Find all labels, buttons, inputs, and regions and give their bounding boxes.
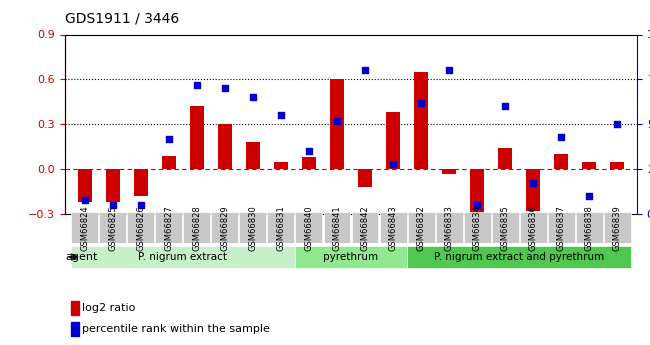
Point — [556, 134, 567, 139]
Text: GDS1911 / 3446: GDS1911 / 3446 — [65, 12, 179, 26]
FancyBboxPatch shape — [324, 212, 350, 243]
Bar — [470, 169, 484, 221]
FancyBboxPatch shape — [352, 212, 378, 243]
Point — [164, 136, 174, 141]
Text: GSM66834: GSM66834 — [473, 205, 482, 250]
Text: log2 ratio: log2 ratio — [82, 303, 136, 313]
FancyBboxPatch shape — [239, 212, 266, 243]
FancyBboxPatch shape — [71, 212, 98, 243]
FancyBboxPatch shape — [408, 212, 435, 243]
FancyBboxPatch shape — [211, 212, 239, 243]
Text: GSM66838: GSM66838 — [585, 205, 594, 250]
Bar — [77, 169, 92, 202]
Text: GSM66842: GSM66842 — [361, 205, 369, 250]
Text: pyrethrum: pyrethrum — [324, 252, 378, 262]
Bar — [386, 112, 400, 169]
Point — [528, 181, 538, 186]
Point — [220, 86, 230, 91]
FancyBboxPatch shape — [183, 212, 210, 243]
FancyBboxPatch shape — [492, 212, 519, 243]
FancyBboxPatch shape — [99, 212, 126, 243]
Text: GSM66839: GSM66839 — [613, 205, 622, 250]
Bar — [414, 72, 428, 169]
Text: GSM66827: GSM66827 — [164, 205, 174, 250]
Point — [500, 104, 510, 109]
Bar — [274, 161, 288, 169]
Text: GSM66836: GSM66836 — [528, 205, 538, 250]
Text: GSM66829: GSM66829 — [220, 205, 229, 250]
Bar — [526, 169, 540, 211]
FancyBboxPatch shape — [155, 212, 182, 243]
Bar — [442, 169, 456, 174]
Bar — [134, 169, 148, 196]
Bar — [162, 156, 176, 169]
Point — [472, 202, 482, 208]
Point — [584, 193, 595, 199]
Bar — [498, 148, 512, 169]
Bar — [582, 161, 596, 169]
Text: GSM66828: GSM66828 — [192, 205, 202, 250]
Bar — [71, 301, 79, 315]
FancyBboxPatch shape — [127, 212, 154, 243]
Point — [79, 197, 90, 202]
Bar — [190, 106, 204, 169]
Bar — [246, 142, 260, 169]
Text: GSM66841: GSM66841 — [333, 205, 341, 250]
Text: agent: agent — [66, 252, 98, 262]
Text: GSM66824: GSM66824 — [80, 205, 89, 250]
Bar — [554, 154, 568, 169]
Point — [304, 148, 314, 154]
Text: GSM66840: GSM66840 — [304, 205, 313, 250]
FancyBboxPatch shape — [576, 212, 603, 243]
FancyBboxPatch shape — [71, 246, 295, 268]
FancyBboxPatch shape — [436, 212, 463, 243]
FancyBboxPatch shape — [407, 246, 631, 268]
Point — [444, 68, 454, 73]
Bar — [71, 322, 79, 336]
Point — [388, 161, 398, 166]
FancyBboxPatch shape — [520, 212, 547, 243]
Point — [416, 100, 426, 106]
Bar — [302, 157, 316, 169]
Bar — [218, 124, 232, 169]
FancyBboxPatch shape — [267, 212, 294, 243]
Text: GSM66833: GSM66833 — [445, 205, 454, 250]
Bar — [610, 161, 625, 169]
Text: GSM66830: GSM66830 — [248, 205, 257, 250]
Text: GSM66826: GSM66826 — [136, 205, 145, 250]
Text: P. nigrum extract: P. nigrum extract — [138, 252, 227, 262]
Bar — [358, 169, 372, 187]
FancyBboxPatch shape — [604, 212, 631, 243]
Text: GSM66837: GSM66837 — [557, 205, 566, 250]
Point — [192, 82, 202, 88]
Point — [248, 95, 258, 100]
Text: GSM66843: GSM66843 — [389, 205, 398, 250]
Point — [360, 68, 370, 73]
Point — [276, 112, 286, 118]
FancyBboxPatch shape — [380, 212, 406, 243]
Point — [135, 202, 146, 208]
FancyBboxPatch shape — [296, 212, 322, 243]
Text: GSM66835: GSM66835 — [500, 205, 510, 250]
FancyBboxPatch shape — [548, 212, 575, 243]
Text: GSM66831: GSM66831 — [276, 205, 285, 250]
Text: percentile rank within the sample: percentile rank within the sample — [82, 324, 270, 334]
Bar — [330, 79, 344, 169]
Text: P. nigrum extract and pyrethrum: P. nigrum extract and pyrethrum — [434, 252, 604, 262]
Point — [107, 202, 118, 208]
FancyBboxPatch shape — [463, 212, 491, 243]
Point — [332, 118, 342, 124]
Point — [612, 121, 623, 127]
FancyBboxPatch shape — [295, 246, 407, 268]
Bar — [106, 169, 120, 202]
Text: GSM66825: GSM66825 — [108, 205, 117, 250]
Text: GSM66832: GSM66832 — [417, 205, 426, 250]
